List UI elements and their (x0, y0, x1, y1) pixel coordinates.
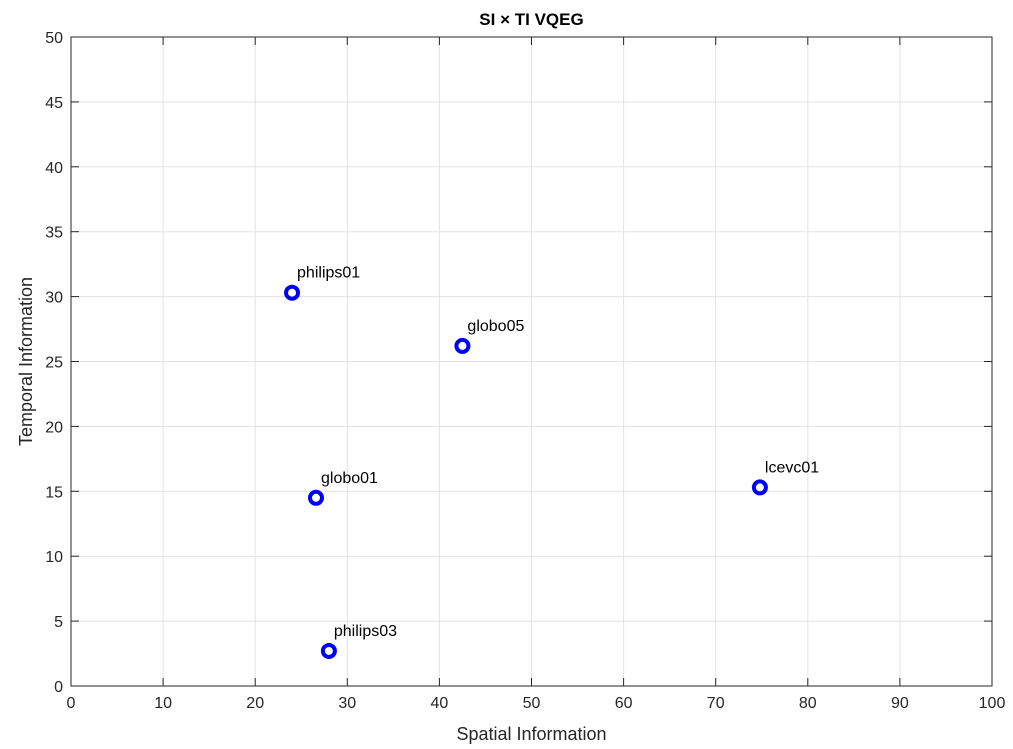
x-axis-label: Spatial Information (456, 724, 606, 744)
y-tick-label: 30 (45, 290, 63, 307)
x-tick-label: 70 (707, 695, 725, 712)
data-point (751, 479, 768, 496)
y-tick-label: 25 (45, 355, 63, 372)
x-tick-label: 40 (431, 695, 449, 712)
data-point (454, 337, 471, 354)
data-point (284, 284, 301, 301)
y-tick-label: 5 (54, 614, 63, 631)
y-tick-label: 0 (54, 679, 63, 696)
y-tick-label: 50 (45, 30, 63, 47)
data-point-label: globo05 (467, 318, 524, 335)
y-axis-ticks: 0 5 10 15 20 25 30 35 40 45 50 (45, 30, 992, 696)
data-point-label: lcevc01 (765, 459, 819, 476)
x-axis-ticks: 0 10 20 30 40 50 60 70 80 90 100 (67, 37, 1006, 712)
y-tick-label: 40 (45, 160, 63, 177)
data-point-label: globo01 (321, 470, 378, 487)
data-points: philips01 globo05 globo01 lcevc01 philips03 (284, 265, 819, 659)
y-tick-label: 35 (45, 225, 63, 242)
y-tick-label: 45 (45, 95, 63, 112)
y-tick-label: 20 (45, 419, 63, 436)
x-tick-label: 0 (67, 695, 76, 712)
x-tick-label: 50 (523, 695, 541, 712)
x-tick-label: 60 (615, 695, 633, 712)
data-point-label: philips03 (334, 623, 397, 640)
y-axis-label: Temporal Information (16, 277, 36, 446)
y-tick-label: 10 (45, 549, 63, 566)
x-tick-label: 20 (246, 695, 264, 712)
data-point-label: philips01 (297, 265, 360, 282)
data-point (320, 642, 337, 659)
data-point (307, 489, 324, 506)
chart-title: SI × TI VQEG (479, 10, 583, 29)
x-tick-label: 30 (338, 695, 356, 712)
y-tick-label: 15 (45, 484, 63, 501)
x-tick-label: 80 (799, 695, 817, 712)
x-tick-label: 10 (154, 695, 172, 712)
x-tick-label: 90 (891, 695, 909, 712)
x-tick-label: 100 (979, 695, 1006, 712)
